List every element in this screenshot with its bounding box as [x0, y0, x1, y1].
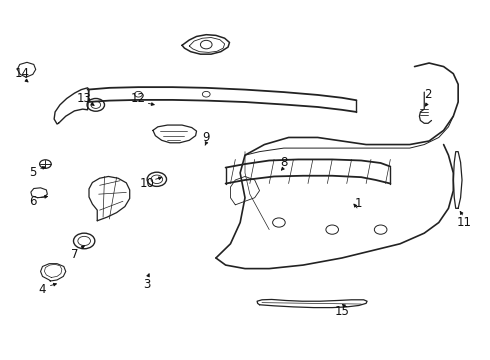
Text: 13: 13: [77, 92, 92, 105]
Text: 8: 8: [280, 156, 288, 169]
Text: 2: 2: [424, 89, 432, 102]
Text: 6: 6: [29, 195, 37, 208]
Text: 4: 4: [39, 283, 46, 296]
Text: 15: 15: [335, 305, 349, 318]
Text: 9: 9: [202, 131, 210, 144]
Text: 14: 14: [15, 67, 30, 80]
Text: 7: 7: [71, 248, 78, 261]
Text: 12: 12: [131, 92, 146, 105]
Text: 11: 11: [457, 216, 471, 229]
Text: 10: 10: [140, 177, 154, 190]
Text: 3: 3: [144, 278, 151, 291]
Text: 5: 5: [29, 166, 36, 179]
Text: 1: 1: [355, 197, 363, 210]
